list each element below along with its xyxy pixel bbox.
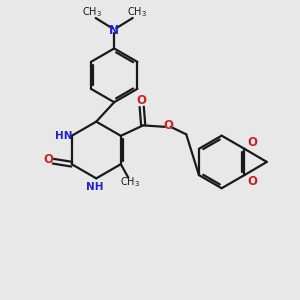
Text: O: O	[248, 136, 258, 149]
Text: HN: HN	[55, 131, 72, 141]
Text: CH$_3$: CH$_3$	[127, 5, 147, 19]
Text: O: O	[248, 175, 258, 188]
Text: O: O	[137, 94, 147, 107]
Text: CH$_3$: CH$_3$	[82, 5, 102, 19]
Text: O: O	[43, 153, 53, 166]
Text: O: O	[163, 119, 173, 133]
Text: CH$_3$: CH$_3$	[120, 175, 140, 189]
Text: N: N	[109, 24, 119, 37]
Text: NH: NH	[86, 182, 104, 192]
